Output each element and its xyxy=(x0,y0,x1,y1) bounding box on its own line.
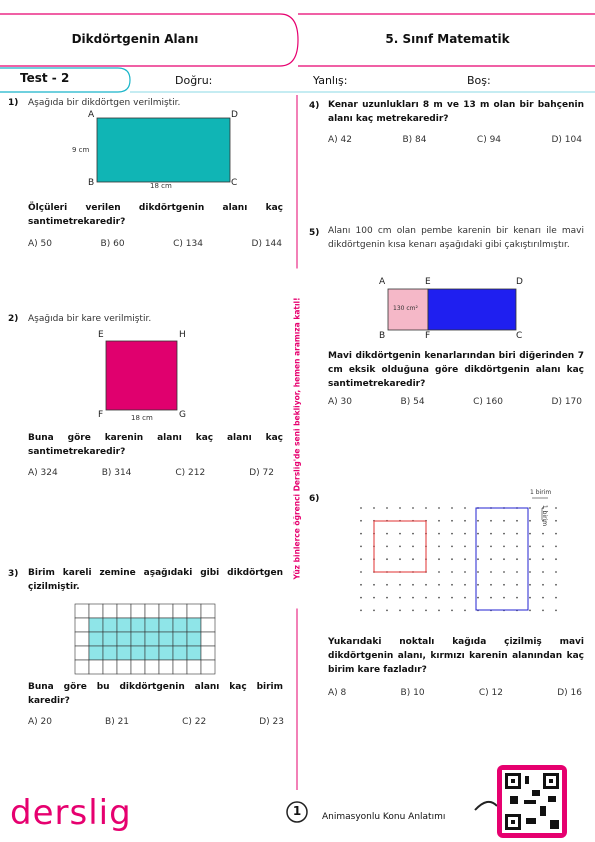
label: A xyxy=(379,277,386,287)
label: 130 cm² xyxy=(393,305,418,312)
option: C) 12 xyxy=(478,688,503,698)
option: A) 8 xyxy=(328,688,347,698)
option: C) 160 xyxy=(473,397,503,407)
q-question: Buna göre karenin alanı kaç alanı kaç sa… xyxy=(28,433,283,457)
logo: derslig xyxy=(10,793,132,833)
label: 18 cm xyxy=(150,182,172,190)
option: D) 104 xyxy=(551,135,582,145)
label: A xyxy=(88,110,95,120)
label: 1 birim xyxy=(530,489,552,496)
option: D) 144 xyxy=(251,239,282,249)
option: C) 94 xyxy=(476,135,502,145)
page-number: 1 xyxy=(292,804,302,818)
q-question: Ölçüleri verilen dikdörtgenin alanı kaç … xyxy=(28,203,283,227)
options: A) 30 B) 54 C) 160 D) 170 xyxy=(328,397,582,407)
label: 9 cm xyxy=(72,146,90,154)
label: D xyxy=(231,110,238,120)
q-number: 3) xyxy=(8,569,19,579)
q-question: Buna göre bu dikdörtgenin alanı kaç biri… xyxy=(28,682,283,706)
q-number: 4) xyxy=(309,101,320,111)
option: D) 72 xyxy=(249,468,274,478)
option: B) 10 xyxy=(400,688,425,698)
q-question: Yukarıdaki noktalı kağıda çizilmiş mavi … xyxy=(328,637,584,675)
q-text: Aşağıda bir kare verilmiştir. xyxy=(28,314,152,324)
q-question: Kenar uzunlukları 8 m ve 13 m olan bir b… xyxy=(328,100,584,124)
test-label: Test - 2 xyxy=(20,71,70,85)
option: B) 60 xyxy=(100,239,125,249)
options: A) 50 B) 60 C) 134 D) 144 xyxy=(28,239,282,249)
option: C) 134 xyxy=(173,239,203,249)
option: A) 30 xyxy=(328,397,352,407)
option: B) 21 xyxy=(105,717,130,727)
label: H xyxy=(179,330,186,340)
label: D xyxy=(516,277,523,287)
option: B) 314 xyxy=(101,468,132,478)
options: A) 20 B) 21 C) 22 D) 23 xyxy=(28,717,284,727)
option: C) 212 xyxy=(175,468,206,478)
options: A) 8 B) 10 C) 12 D) 16 xyxy=(328,688,582,698)
q-number: 2) xyxy=(8,314,19,324)
empty-label: Boş: xyxy=(467,74,491,87)
label: F xyxy=(98,410,104,420)
option: D) 16 xyxy=(557,688,582,698)
option: D) 170 xyxy=(551,397,582,407)
option: D) 23 xyxy=(259,717,284,727)
q-number: 1) xyxy=(8,98,19,108)
q-text: Aşağıda bir dikdörtgen verilmiştir. xyxy=(28,98,181,108)
option: A) 50 xyxy=(28,239,52,249)
option: A) 20 xyxy=(28,717,52,727)
q-question: Mavi dikdörtgenin kenarlarından biri diğ… xyxy=(328,351,584,389)
option: C) 22 xyxy=(182,717,207,727)
option: A) 324 xyxy=(28,468,58,478)
correct-label: Doğru: xyxy=(175,74,213,87)
option: B) 54 xyxy=(400,397,425,407)
options: A) 42 B) 84 C) 94 D) 104 xyxy=(328,135,582,145)
link-text[interactable]: Animasyonlu Konu Anlatımı xyxy=(322,812,446,822)
label: B xyxy=(379,331,386,341)
wrong-label: Yanlış: xyxy=(313,74,348,87)
q-text: Alanı 100 cm olan pembe karenin bir kena… xyxy=(328,226,584,250)
options: A) 324 B) 314 C) 212 D) 72 xyxy=(28,468,274,478)
label: 18 cm xyxy=(131,414,153,422)
label: F xyxy=(425,331,431,341)
q-number: 6) xyxy=(309,494,320,504)
label: C xyxy=(516,331,523,341)
label: 1 birim xyxy=(541,504,549,527)
label: E xyxy=(425,277,431,287)
subject: 5. Sınıf Matematik xyxy=(385,32,510,46)
title: Dikdörtgenin Alanı xyxy=(71,32,199,46)
label: E xyxy=(98,330,104,340)
label: G xyxy=(179,410,186,420)
option: B) 84 xyxy=(402,135,427,145)
label: C xyxy=(231,178,238,188)
label: B xyxy=(88,178,95,188)
option: A) 42 xyxy=(328,135,352,145)
side-text: Yüz binlerce öğrenci Derslig'de seni bek… xyxy=(292,268,302,609)
q-text: Birim kareli zemine aşağıdaki gibi dikdö… xyxy=(28,568,283,592)
q-number: 5) xyxy=(309,228,320,238)
